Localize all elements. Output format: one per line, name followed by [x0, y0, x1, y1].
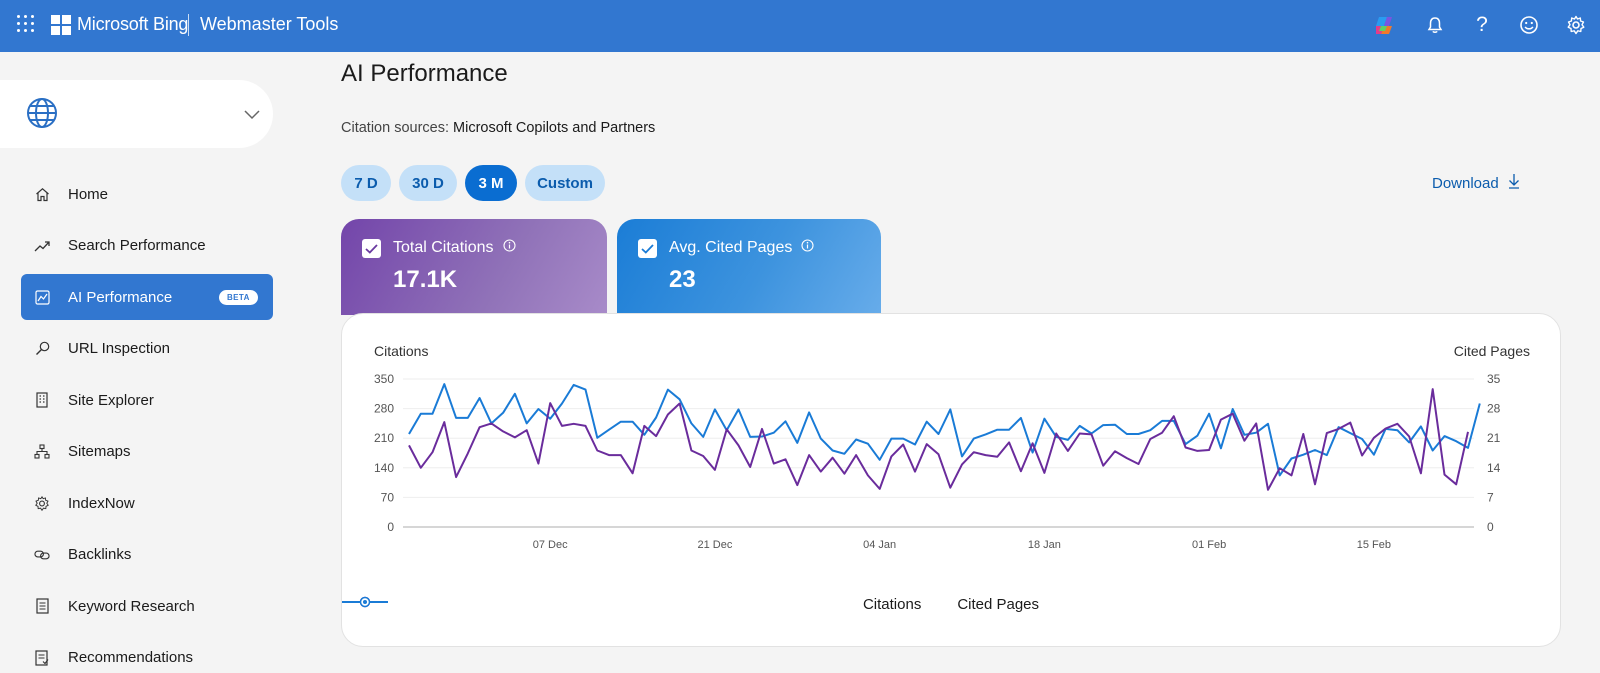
- sitemap-icon: [34, 444, 50, 460]
- total-citations-value: 17.1K: [393, 266, 458, 293]
- sidebar-item-label: Search Performance: [68, 237, 206, 254]
- site-selector[interactable]: [0, 80, 273, 148]
- download-button[interactable]: Download: [1432, 173, 1520, 193]
- feedback-smile-icon[interactable]: [1517, 13, 1541, 37]
- total-citations-label: Total Citations: [393, 239, 494, 256]
- help-icon[interactable]: ?: [1476, 13, 1488, 36]
- app-launcher-icon[interactable]: [17, 15, 35, 33]
- building-icon: [34, 392, 50, 408]
- link-icon: [34, 547, 50, 563]
- trend-icon: [34, 238, 50, 254]
- sidebar-item-keyword-research[interactable]: Keyword Research: [21, 583, 273, 629]
- download-icon: [1508, 173, 1520, 193]
- product-name[interactable]: Webmaster Tools: [200, 14, 339, 34]
- date-range-selector: 7 D 30 D 3 M Custom: [341, 165, 605, 201]
- avg-cited-pages-checkbox[interactable]: [638, 239, 657, 258]
- y-right-tick-label: 28: [1487, 402, 1501, 416]
- line-chart[interactable]: 0 70 140 210 280 350 0 7 14 21 28 35 07 Dec 21 Dec 04 …: [342, 314, 1562, 648]
- globe-icon: [26, 97, 58, 134]
- legend-cited-pages[interactable]: Cited Pages: [342, 596, 1040, 613]
- y-axis-right-title: Cited Pages: [1453, 343, 1530, 359]
- document-icon: [34, 598, 50, 614]
- info-icon[interactable]: [502, 239, 516, 257]
- range-custom-button[interactable]: Custom: [525, 165, 605, 201]
- avg-cited-pages-value: 23: [669, 266, 696, 293]
- x-tick-label: 15 Feb: [1357, 539, 1391, 551]
- sidebar-item-home[interactable]: Home: [21, 171, 273, 217]
- sidebar-item-sitemaps[interactable]: Sitemaps: [21, 429, 273, 475]
- checklist-icon: [34, 649, 50, 666]
- y-right-tick-label: 21: [1487, 431, 1501, 445]
- sidebar-item-url-inspection[interactable]: URL Inspection: [21, 326, 273, 372]
- x-tick-label: 07 Dec: [533, 539, 568, 551]
- total-citations-card[interactable]: Total Citations 17.1K: [341, 219, 607, 315]
- avg-cited-pages-card[interactable]: Avg. Cited Pages 23: [617, 219, 881, 315]
- sidebar-item-label: Recommendations: [68, 649, 194, 666]
- legend-citations[interactable]: Citations: [342, 596, 922, 613]
- brand-name[interactable]: Microsoft Bing: [77, 14, 189, 34]
- x-tick-label: 01 Feb: [1192, 539, 1226, 551]
- gear-icon: [34, 495, 50, 511]
- chart-panel: Citations Cited Pages 0 70 140 210 280 350 0 7 1…: [341, 313, 1561, 647]
- range-3m-button[interactable]: 3 M: [465, 165, 517, 201]
- top-bar: Microsoft Bing Webmaster Tools ?: [0, 0, 1600, 52]
- y-left-tick-label: 210: [374, 431, 394, 445]
- y-left-tick-label: 350: [374, 372, 394, 386]
- y-axis-left-title: Citations: [374, 343, 429, 359]
- beta-badge: BETA: [219, 290, 258, 305]
- search-icon: [34, 341, 50, 357]
- chevron-down-icon[interactable]: [244, 107, 260, 125]
- avg-cited-pages-label: Avg. Cited Pages: [669, 239, 793, 256]
- chart-icon: [34, 289, 50, 305]
- sidebar-item-site-explorer[interactable]: Site Explorer: [21, 377, 273, 423]
- legend-citations-label: Citations: [862, 596, 922, 613]
- page-title: AI Performance: [341, 60, 508, 87]
- sidebar-item-label: Sitemaps: [68, 443, 131, 460]
- cited-pages-legend-marker: [342, 596, 388, 608]
- sidebar-item-label: URL Inspection: [68, 340, 170, 357]
- citation-sources-value: Microsoft Copilots and Partners: [453, 120, 656, 136]
- y-left-tick-label: 140: [374, 461, 394, 475]
- total-citations-checkbox[interactable]: [362, 239, 381, 258]
- bell-icon[interactable]: [1423, 13, 1447, 37]
- home-icon: [34, 186, 50, 202]
- sidebar-item-recommendations[interactable]: Recommendations: [21, 635, 273, 673]
- y-right-tick-label: 0: [1487, 520, 1494, 534]
- cited-pages-series-line: [408, 383, 1481, 477]
- sidebar-item-indexnow[interactable]: IndexNow: [21, 480, 273, 526]
- chart-legend: Citations Cited Pages: [342, 596, 1560, 613]
- sidebar-item-ai-performance[interactable]: AI Performance BETA: [21, 274, 273, 320]
- x-tick-label: 04 Jan: [863, 539, 896, 551]
- info-icon[interactable]: [801, 239, 814, 257]
- citations-series-line: [408, 388, 1469, 491]
- sidebar-item-backlinks[interactable]: Backlinks: [21, 532, 273, 578]
- sidebar-item-label: Keyword Research: [68, 597, 195, 615]
- sidebar-item-label: Backlinks: [68, 546, 132, 563]
- sidebar-nav: Home Search Performance AI Performance B…: [21, 171, 273, 673]
- sidebar-item-label: Home: [68, 185, 109, 203]
- citation-sources-label: Citation sources:: [341, 120, 449, 136]
- legend-cited-pages-label: Cited Pages: [957, 596, 1040, 613]
- x-tick-label: 18 Jan: [1028, 539, 1061, 551]
- y-right-tick-label: 7: [1487, 490, 1494, 504]
- brand-divider: [188, 14, 189, 36]
- sidebar-item-label: IndexNow: [68, 494, 135, 512]
- range-30d-button[interactable]: 30 D: [399, 165, 457, 201]
- microsoft-logo-icon: [51, 15, 71, 35]
- y-left-tick-label: 70: [381, 490, 395, 504]
- sidebar-item-search-performance[interactable]: Search Performance: [21, 223, 273, 269]
- gear-icon[interactable]: [1564, 13, 1588, 37]
- y-left-tick-label: 280: [374, 402, 394, 416]
- y-left-tick-label: 0: [387, 520, 394, 534]
- sidebar-item-label: Site Explorer: [68, 391, 154, 409]
- x-tick-label: 21 Dec: [698, 539, 733, 551]
- y-right-tick-label: 14: [1487, 461, 1501, 475]
- y-right-tick-label: 35: [1487, 372, 1501, 386]
- download-label: Download: [1432, 174, 1499, 192]
- sidebar-item-label: AI Performance: [68, 288, 173, 306]
- citation-sources: Citation sources: Microsoft Copilots and…: [341, 120, 655, 136]
- copilot-icon[interactable]: [1372, 13, 1396, 37]
- range-7d-button[interactable]: 7 D: [341, 165, 391, 201]
